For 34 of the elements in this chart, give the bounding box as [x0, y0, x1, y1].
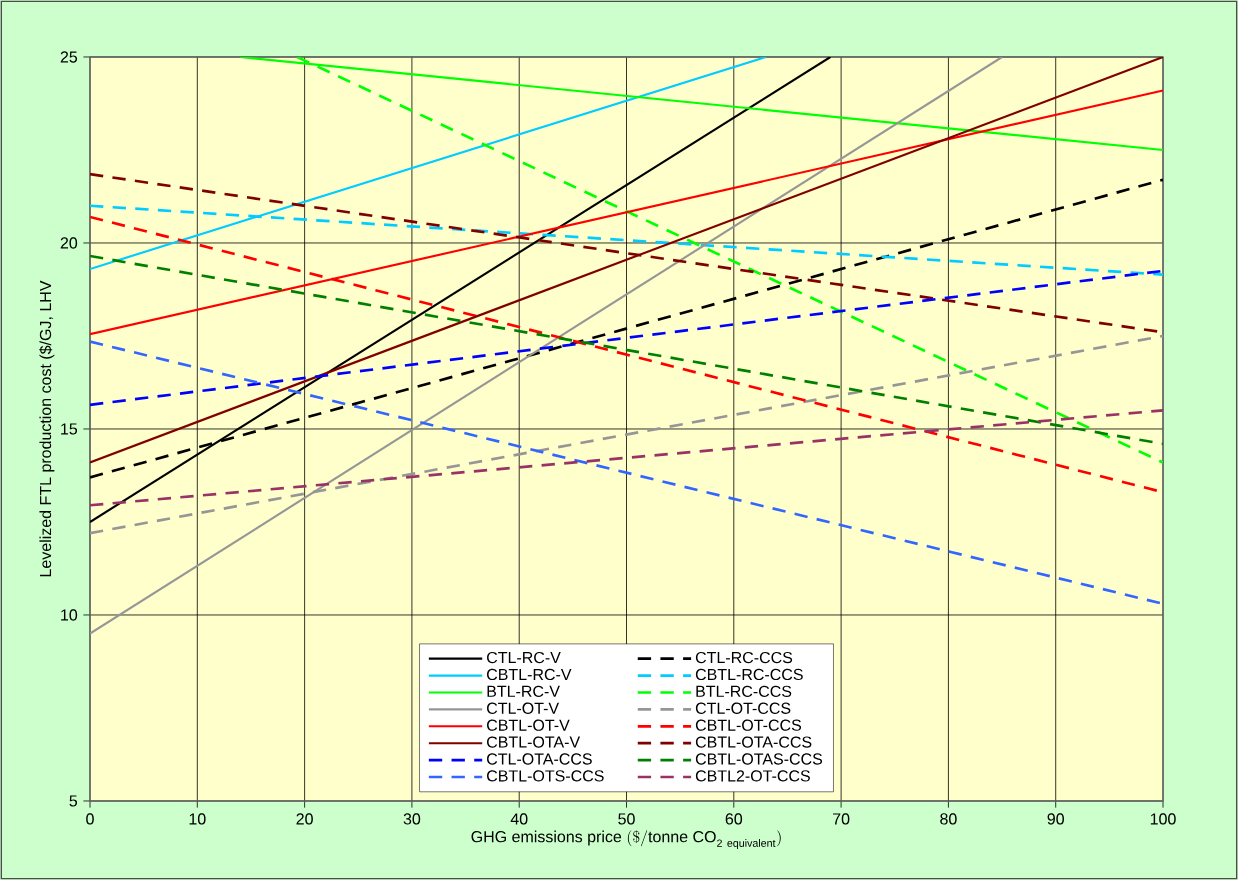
legend-label: BTL-RC-CCS	[696, 685, 792, 698]
legend-label: CBTL-OTA-V	[487, 736, 581, 748]
x-tick-label: 90	[1047, 813, 1064, 825]
x-axis-title: $\mathrm{GHG\ emissions\ price\ (\$/tonne\ CO}_{\mathrm{2\ equivalent}}\mathrm{)}$	[471, 830, 781, 850]
y-tick-label: 15	[61, 423, 78, 435]
y-tick-label: 20	[60, 237, 78, 249]
x-tick-label: 50	[618, 813, 635, 825]
x-tick-label: 80	[940, 813, 957, 825]
legend-label: BTL-RC-V	[487, 685, 560, 698]
legend-label: CBTL-RC-V	[487, 668, 572, 681]
legend-label: CTL-OT-CCS	[695, 702, 791, 714]
x-tick-label: 10	[189, 813, 206, 825]
x-tick-label: 100	[1150, 813, 1176, 825]
legend-label: CBTL-RC-CCS	[695, 668, 803, 681]
legend-label: CTL-RC-V	[487, 651, 561, 664]
legend-label: CBTL-OT-CCS	[695, 719, 802, 731]
legend-label: CBTL-OTA-CCS	[695, 736, 812, 748]
legend-label: CTL-OTA-CCS	[487, 753, 592, 765]
y-tick-label: 10	[61, 609, 78, 621]
x-tick-label: 70	[833, 813, 850, 825]
legend-label: CTL-OT-V	[487, 702, 560, 714]
x-tick-label: 30	[403, 813, 421, 825]
x-tick-label: 60	[725, 813, 743, 825]
legend-label: CBTL-OTS-CCS	[487, 770, 604, 782]
legend-label: CBTL2-OT-CCS	[695, 770, 810, 782]
y-tick-label: 5	[69, 795, 78, 807]
x-tick-label: 40	[510, 813, 528, 825]
x-tick-label: 0	[86, 813, 94, 825]
legend-label: CBTL-OTAS-CCS	[695, 753, 823, 765]
legend-label: CTL-RC-CCS	[695, 651, 793, 664]
y-tick-label: 25	[60, 51, 78, 63]
legend-label: CBTL-OT-V	[487, 719, 570, 731]
y-axis-title: Levelized FTL production cost ($/GJ, LHV	[39, 280, 55, 577]
x-tick-label: 20	[296, 813, 313, 825]
